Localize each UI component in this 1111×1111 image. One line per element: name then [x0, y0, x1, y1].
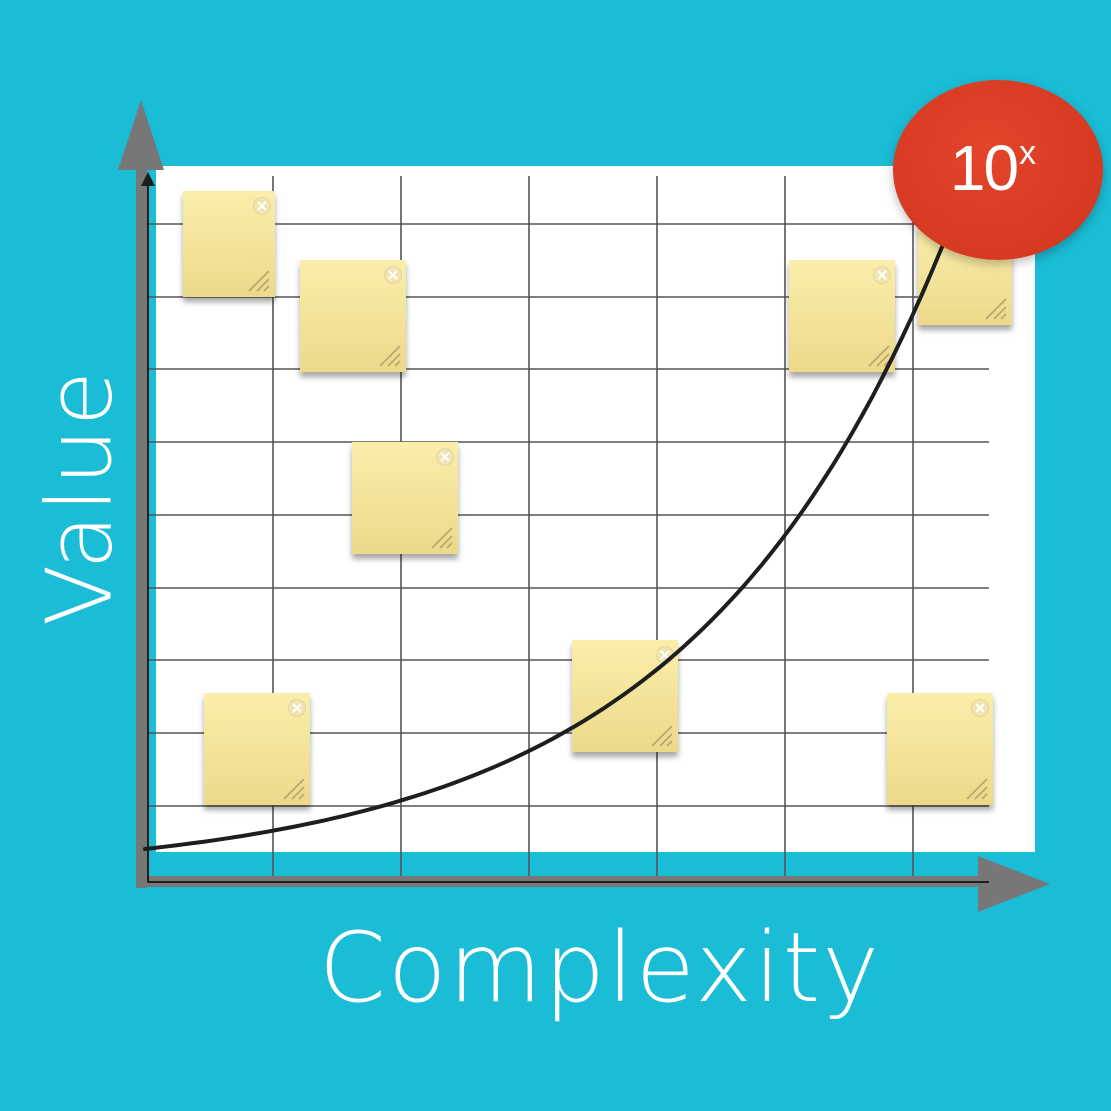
x-axis-arrow-icon [978, 856, 1050, 912]
sticky-note [352, 442, 458, 554]
x-axis-label: Complexity [318, 912, 882, 1024]
exponential-growth-curve [143, 245, 944, 851]
resize-grip-icon [379, 345, 401, 367]
badge-base: 10 [949, 132, 1019, 204]
y-axis-arrow-icon [118, 100, 164, 170]
resize-grip-icon [283, 778, 305, 800]
badge-text: 10x [949, 131, 1036, 205]
y-axis-inner-arrow-icon [141, 172, 155, 186]
close-circle-icon [288, 699, 306, 717]
resize-grip-icon [248, 270, 270, 292]
close-circle-icon [873, 266, 891, 284]
close-circle-icon [253, 197, 271, 215]
close-circle-icon [971, 699, 989, 717]
y-axis-label: Value [27, 368, 133, 627]
sticky-note [887, 693, 993, 805]
resize-grip-icon [431, 527, 453, 549]
badge-exponent: x [1019, 134, 1036, 172]
close-circle-icon [384, 266, 402, 284]
sticky-note [789, 260, 895, 372]
resize-grip-icon [966, 778, 988, 800]
sticky-note [300, 260, 406, 372]
y-axis-line [136, 165, 147, 888]
ten-x-badge: 10x [893, 80, 1103, 260]
axis-inner-line [147, 176, 989, 883]
resize-grip-icon [985, 298, 1007, 320]
sticky-note [204, 693, 310, 805]
sticky-note [183, 191, 275, 297]
axes [118, 100, 1050, 912]
close-circle-icon [436, 448, 454, 466]
resize-grip-icon [651, 725, 673, 747]
